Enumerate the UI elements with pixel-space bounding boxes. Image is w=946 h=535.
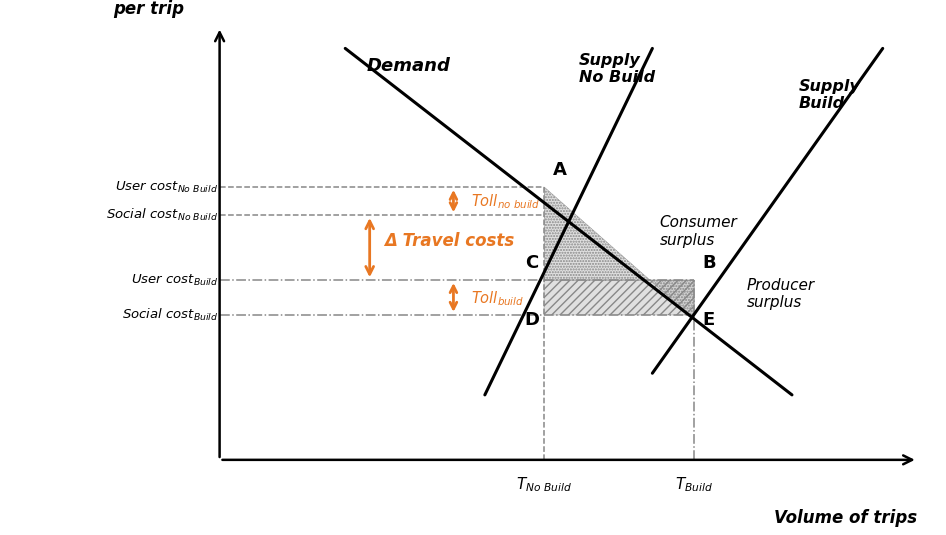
Text: User cost
per trip: User cost per trip <box>96 0 184 18</box>
Text: B: B <box>703 254 716 272</box>
Text: Demand: Demand <box>366 57 450 75</box>
Text: Δ Travel costs: Δ Travel costs <box>384 232 514 250</box>
Polygon shape <box>544 187 694 319</box>
Text: User cost$_{No\ Build}$: User cost$_{No\ Build}$ <box>115 179 219 195</box>
Text: Consumer
surplus: Consumer surplus <box>659 215 737 248</box>
Text: Supply
Build: Supply Build <box>799 79 861 111</box>
Text: Producer
surplus: Producer surplus <box>746 278 815 310</box>
Text: C: C <box>525 254 538 272</box>
Text: $T_{No\ Build}$: $T_{No\ Build}$ <box>517 475 572 494</box>
Text: E: E <box>703 311 715 328</box>
Text: $Toll_{no\ build}$: $Toll_{no\ build}$ <box>471 192 540 211</box>
Text: Volume of trips: Volume of trips <box>775 509 918 527</box>
Text: Social cost$_{No\ Build}$: Social cost$_{No\ Build}$ <box>106 207 219 223</box>
Text: $Toll_{build}$: $Toll_{build}$ <box>471 289 524 308</box>
Text: Supply
No Build: Supply No Build <box>579 53 656 85</box>
Text: A: A <box>552 161 567 179</box>
Text: Social cost$_{Build}$: Social cost$_{Build}$ <box>122 307 219 323</box>
Polygon shape <box>544 280 694 315</box>
Text: $T_{Build}$: $T_{Build}$ <box>675 475 713 494</box>
Text: D: D <box>525 311 539 328</box>
Text: User cost$_{Build}$: User cost$_{Build}$ <box>131 272 219 288</box>
